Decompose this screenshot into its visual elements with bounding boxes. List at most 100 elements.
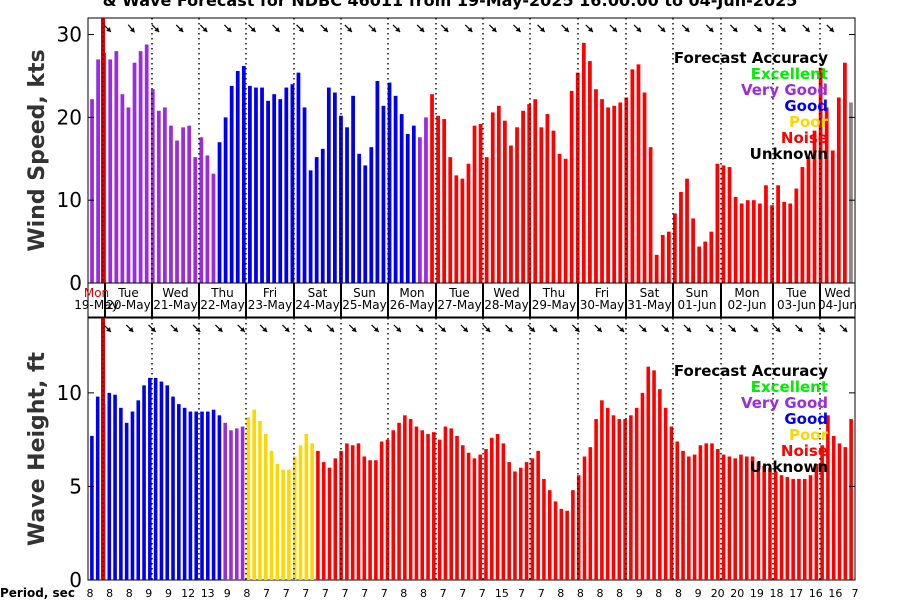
data-bar bbox=[762, 465, 766, 580]
data-bar bbox=[820, 445, 824, 580]
data-bar bbox=[849, 102, 853, 283]
y-axis-label: Wind Speed, kts bbox=[25, 49, 50, 251]
data-bar bbox=[756, 462, 761, 580]
data-bar bbox=[709, 231, 714, 283]
date-label: 29-May bbox=[532, 298, 576, 312]
data-bar bbox=[120, 94, 125, 283]
data-bar bbox=[472, 458, 477, 580]
data-bar bbox=[292, 456, 297, 580]
data-bar bbox=[403, 415, 407, 580]
data-bar bbox=[679, 191, 683, 283]
direction-arrowhead bbox=[154, 27, 160, 32]
wave-height-panel: 0 5 10 Wave Height, ft Forecast AccuracyExce… bbox=[0, 317, 859, 600]
data-bar bbox=[107, 392, 112, 580]
data-bar bbox=[132, 62, 137, 283]
day-label: Mon bbox=[84, 286, 109, 300]
period-value: 9 bbox=[695, 587, 702, 600]
data-bar bbox=[263, 434, 268, 580]
direction-arrowhead bbox=[440, 327, 446, 332]
date-label: 25-May bbox=[342, 298, 386, 312]
data-bar bbox=[327, 467, 332, 580]
data-bar bbox=[812, 130, 817, 284]
data-bar bbox=[569, 90, 574, 284]
data-bar bbox=[606, 107, 610, 283]
data-bar bbox=[248, 85, 252, 283]
direction-arrowhead bbox=[395, 27, 401, 32]
data-bar bbox=[830, 150, 835, 283]
legend-entry: Very Good bbox=[741, 81, 828, 99]
data-bar bbox=[363, 165, 368, 283]
direction-arrowhead bbox=[274, 27, 280, 32]
legend-entry: Noise bbox=[781, 129, 828, 147]
data-bar bbox=[426, 434, 430, 580]
data-bar bbox=[165, 385, 170, 580]
day-label: Fri bbox=[263, 286, 277, 300]
direction-arrowhead bbox=[730, 327, 736, 332]
data-bar bbox=[617, 419, 622, 580]
data-bar bbox=[600, 400, 604, 580]
data-bar bbox=[557, 153, 562, 283]
direction-arrowhead bbox=[708, 327, 714, 332]
data-bar bbox=[199, 137, 204, 283]
data-bar bbox=[374, 460, 378, 580]
data-bar bbox=[217, 142, 222, 283]
data-bar bbox=[466, 452, 471, 580]
data-bar bbox=[669, 426, 674, 580]
data-bar bbox=[375, 80, 380, 283]
data-bar bbox=[399, 114, 404, 283]
data-bar bbox=[515, 127, 519, 283]
direction-arrowhead bbox=[732, 27, 738, 32]
direction-arrowhead bbox=[660, 27, 666, 32]
data-bar bbox=[356, 443, 361, 580]
period-value: 8 bbox=[420, 587, 427, 600]
direction-arrowhead bbox=[820, 327, 825, 332]
day-label: Sat bbox=[640, 286, 660, 300]
direction-arrowhead bbox=[347, 27, 352, 32]
day-label: Mon bbox=[734, 286, 759, 300]
data-bar bbox=[806, 157, 811, 284]
data-bar bbox=[113, 394, 117, 580]
period-value: 8 bbox=[243, 587, 250, 600]
data-bar bbox=[716, 449, 720, 580]
data-bar bbox=[414, 426, 419, 580]
y-axis-label: Wave Height, ft bbox=[25, 351, 50, 546]
data-bar bbox=[460, 178, 465, 283]
period-value: 8 bbox=[675, 587, 682, 600]
period-value: 9 bbox=[145, 587, 152, 600]
data-bar bbox=[200, 411, 204, 580]
data-bar bbox=[692, 454, 697, 580]
data-bar bbox=[314, 157, 319, 284]
data-bar bbox=[542, 478, 546, 580]
period-value: 20 bbox=[730, 587, 744, 600]
day-label: Tue bbox=[448, 286, 470, 300]
data-bar bbox=[794, 188, 799, 283]
legend-entry: Poor bbox=[789, 426, 829, 444]
date-label: 26-May bbox=[390, 298, 434, 312]
period-value: 8 bbox=[597, 587, 604, 600]
data-bar bbox=[536, 450, 540, 580]
direction-arrowhead bbox=[530, 327, 535, 332]
data-bar bbox=[565, 510, 569, 580]
data-bar bbox=[788, 203, 793, 283]
data-bar bbox=[454, 175, 459, 283]
direction-arrowhead bbox=[419, 27, 425, 32]
data-bar bbox=[205, 155, 210, 283]
period-value: 15 bbox=[495, 587, 509, 600]
data-bar bbox=[630, 69, 635, 283]
direction-arrowhead bbox=[371, 27, 376, 32]
data-bar bbox=[368, 460, 372, 580]
data-bar bbox=[588, 61, 592, 284]
data-bar bbox=[108, 59, 113, 283]
data-bar bbox=[478, 124, 483, 283]
direction-arrowhead bbox=[797, 327, 803, 332]
date-label: 31-May bbox=[627, 298, 671, 312]
data-bar bbox=[509, 145, 513, 283]
data-bar bbox=[545, 114, 550, 283]
data-bar bbox=[387, 82, 392, 283]
data-bar bbox=[466, 163, 471, 283]
direction-arrowhead bbox=[306, 327, 312, 332]
day-label: Thu bbox=[542, 286, 566, 300]
data-bar bbox=[269, 450, 274, 580]
data-bar bbox=[843, 447, 848, 580]
